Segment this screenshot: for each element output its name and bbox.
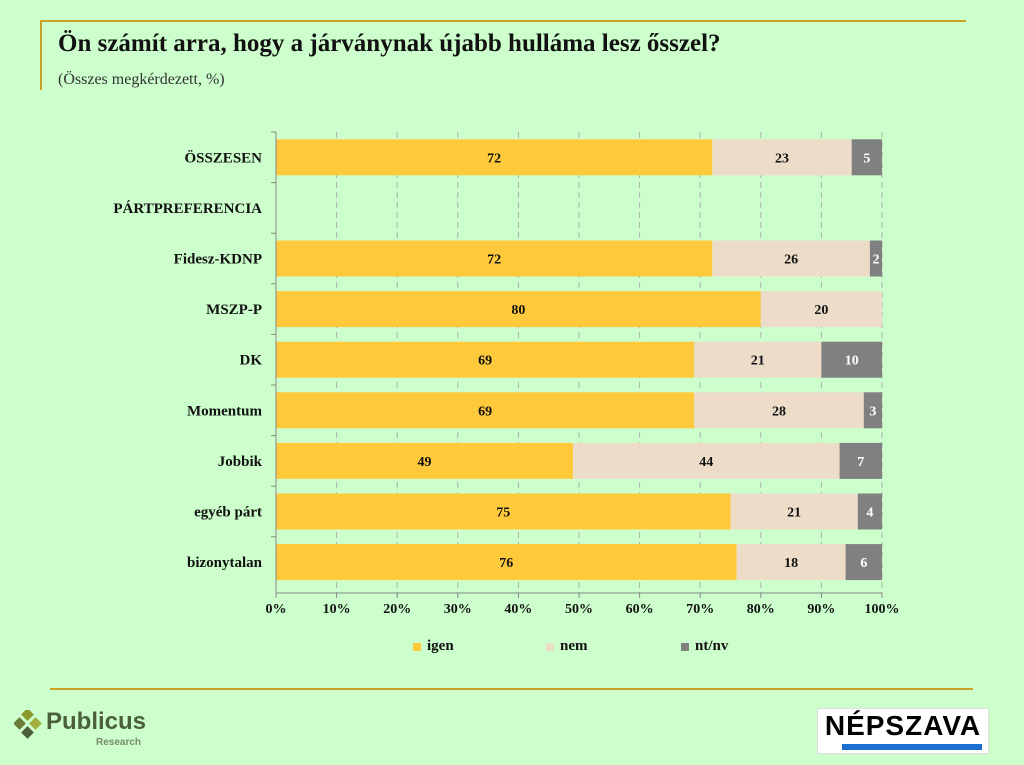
bar-igen-3 (276, 291, 761, 328)
value-label-igen-4: 69 (478, 354, 492, 369)
bar-igen-6 (276, 442, 573, 479)
category-label-7: egyéb párt (194, 505, 262, 521)
publicus-name: Publicus (46, 708, 147, 735)
x-tick-label-4: 40% (504, 602, 532, 617)
value-label-nt/nv-2: 2 (872, 253, 879, 268)
value-label-nt/nv-0: 5 (863, 151, 870, 166)
bar-nt/nv-6 (839, 442, 882, 479)
publicus-logo: Publicus Research (14, 708, 154, 752)
x-tick-label-6: 60% (626, 602, 654, 617)
nepszava-bar (842, 744, 982, 750)
value-label-nt/nv-8: 6 (860, 556, 867, 571)
category-label-6: Jobbik (218, 454, 263, 470)
category-label-3: MSZP-P (206, 302, 262, 318)
value-label-nem-2: 26 (784, 253, 798, 268)
value-label-nem-6: 44 (699, 455, 713, 470)
value-label-nt/nv-5: 3 (869, 404, 876, 419)
bar-igen-5 (276, 392, 695, 429)
value-label-igen-0: 72 (487, 151, 501, 166)
left-rule (40, 20, 42, 90)
bar-nem-7 (730, 493, 858, 530)
legend-swatch-igen (413, 642, 421, 651)
category-label-0: ÖSSZESEN (184, 149, 262, 166)
legend-nem: nem (546, 638, 588, 655)
bar-nt/nv-7 (857, 493, 882, 530)
x-tick-label-2: 20% (383, 602, 411, 617)
x-tick-label-0: 0% (266, 602, 287, 617)
x-tick-label-1: 10% (323, 602, 351, 617)
x-tick-label-10: 100% (865, 602, 900, 617)
bar-nem-6 (572, 442, 840, 479)
value-label-nem-3: 20 (814, 303, 828, 318)
bar-nt/nv-4 (821, 341, 882, 378)
x-tick-label-7: 70% (686, 602, 714, 617)
stacked-bar-chart: 0% 10% 20% 30% 40% 50% 60% 70% 80% 90% 100% ÖSSZESE… (113, 131, 900, 617)
bar-nt/nv-5 (863, 392, 882, 429)
bar-nt/nv-8 (845, 544, 882, 581)
value-label-igen-7: 75 (496, 506, 510, 521)
bar-igen-4 (276, 341, 695, 378)
category-label-5: Momentum (187, 403, 262, 419)
publicus-sub: Research (96, 737, 142, 748)
legend-swatch-ntnv (681, 642, 689, 651)
category-label-1: PÁRTPREFERENCIA (113, 200, 262, 217)
bar-nem-0 (712, 139, 852, 176)
value-label-nem-8: 18 (784, 556, 798, 571)
legend-igen: igen (413, 638, 454, 655)
value-label-nt/nv-7: 4 (866, 506, 873, 521)
legend-ntnv: nt/nv (681, 638, 728, 655)
bar-nem-2 (712, 240, 870, 277)
value-label-igen-3: 80 (511, 303, 525, 318)
x-tick-label-8: 80% (747, 602, 775, 617)
chart-subtitle: (Összes megkérdezett, %) (58, 71, 225, 88)
bar-igen-0 (276, 139, 713, 176)
bar-nem-3 (760, 291, 882, 328)
chart-title: Ön számít arra, hogy a járványnak újabb … (58, 30, 721, 57)
legend-swatch-nem (546, 642, 554, 651)
value-label-igen-5: 69 (478, 404, 492, 419)
category-label-2: Fidesz-KDNP (174, 252, 262, 268)
nepszava-name: NÉPSZAVA (824, 710, 982, 741)
value-label-nem-5: 28 (772, 404, 786, 419)
x-tick-label-9: 90% (807, 602, 835, 617)
bar-igen-8 (276, 544, 737, 581)
value-label-igen-6: 49 (417, 455, 431, 470)
x-tick-label-3: 30% (444, 602, 472, 617)
value-label-nt/nv-4: 10 (845, 354, 859, 369)
bar-igen-7 (276, 493, 731, 530)
legend-label-igen: igen (427, 638, 454, 654)
nepszava-logo: NÉPSZAVA (817, 708, 989, 754)
legend: igen nem nt/nv (0, 638, 1024, 658)
legend-label-ntnv: nt/nv (695, 638, 729, 654)
publicus-diamond-icon (14, 710, 42, 739)
value-label-nem-0: 23 (775, 151, 789, 166)
value-label-nem-7: 21 (787, 506, 801, 521)
category-label-8: bizonytalan (187, 555, 263, 571)
bar-nem-5 (694, 392, 864, 429)
bar-igen-2 (276, 240, 713, 277)
top-rule (40, 20, 966, 22)
value-label-nt/nv-6: 7 (857, 455, 864, 470)
category-label-4: DK (240, 353, 263, 369)
bar-nem-4 (694, 341, 822, 378)
value-label-igen-8: 76 (499, 556, 513, 571)
bar-nt/nv-0 (851, 139, 882, 176)
x-tick-label-5: 50% (565, 602, 593, 617)
value-label-igen-2: 72 (487, 253, 501, 268)
bar-nem-8 (736, 544, 846, 581)
bar-nt/nv-2 (869, 240, 882, 277)
bottom-rule (50, 688, 973, 690)
legend-label-nem: nem (560, 638, 588, 654)
value-label-nem-4: 21 (751, 354, 765, 369)
